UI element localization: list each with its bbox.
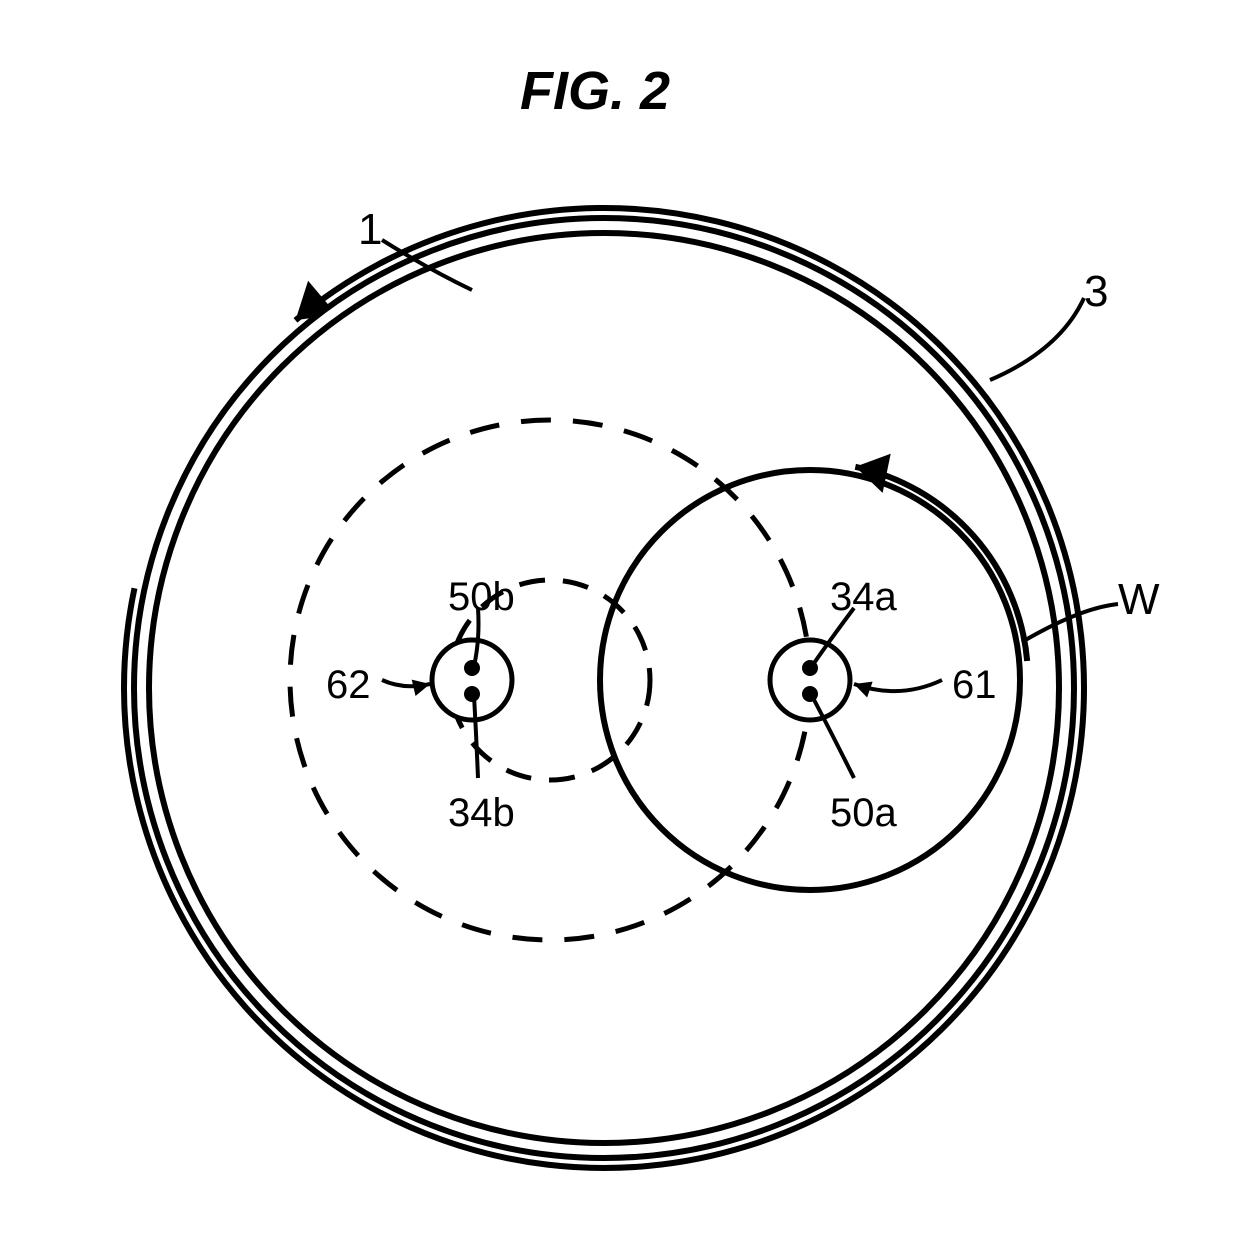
label-W: W (1118, 575, 1160, 624)
label-50a: 50a (830, 791, 897, 835)
dot-50b (464, 660, 480, 676)
label-3: 3 (1084, 267, 1108, 316)
figure-title: FIG. 2 (520, 61, 670, 121)
head-62 (432, 640, 512, 720)
label-50b: 50b (448, 575, 515, 619)
dot-34b (464, 686, 480, 702)
head-61 (770, 640, 850, 720)
label-61: 61 (952, 663, 997, 707)
figure-container: FIG. 2 1 3 61 62 W 50b 34a 34b 50a (0, 0, 1240, 1249)
label-34a: 34a (830, 575, 897, 619)
label-62: 62 (326, 663, 371, 707)
leader-3 (990, 298, 1084, 380)
diagram-svg: FIG. 2 1 3 61 62 W 50b 34a 34b 50a (0, 0, 1240, 1249)
outer-circle (134, 218, 1074, 1158)
label-34b: 34b (448, 791, 515, 835)
label-1: 1 (358, 205, 382, 254)
